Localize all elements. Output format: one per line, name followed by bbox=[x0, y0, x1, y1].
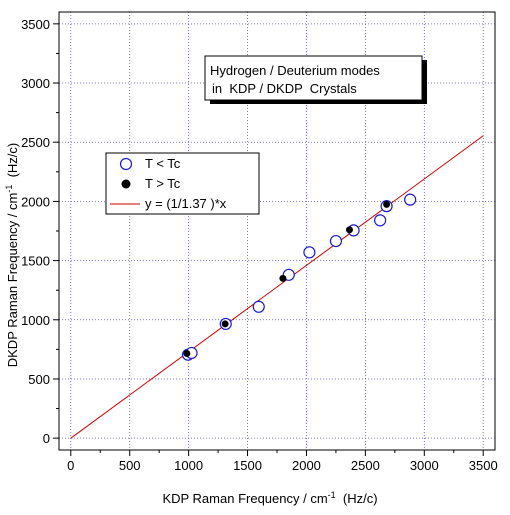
legend-filled-circle-icon bbox=[121, 179, 131, 189]
open-circle-point bbox=[329, 234, 343, 248]
filled-circle-point bbox=[345, 226, 353, 234]
filled-circle-point bbox=[383, 200, 391, 208]
fit-line bbox=[70, 135, 484, 439]
axis-ticks: 0 500 1000 1500 2000 2500 3000 3500 0 500 1000 1500… bbox=[21, 17, 498, 473]
x-axis-title-main: KDP Raman Frequency / cm bbox=[162, 491, 327, 506]
x-tick-label: 2000 bbox=[292, 458, 321, 473]
y-axis-title-main: DKDP Raman Frequency / cm bbox=[5, 193, 20, 368]
open-circle-point bbox=[374, 214, 387, 227]
chart-annotation: Hydrogen / Deuterium modes in KDP / DKDP… bbox=[204, 55, 427, 104]
filled-circle-point bbox=[279, 274, 287, 282]
y-tick-label: 2500 bbox=[21, 135, 50, 150]
plot-series bbox=[70, 135, 484, 439]
y-tick-label: 1500 bbox=[21, 254, 50, 269]
x-tick-label: 0 bbox=[67, 458, 74, 473]
legend: T < Tc T > Tc y = (1/1.37 )*x bbox=[105, 152, 260, 215]
annotation-line-1: Hydrogen / Deuterium modes bbox=[210, 63, 380, 78]
open-circle-point bbox=[404, 193, 417, 206]
x-axis-title: KDP Raman Frequency / cm-1 (Hz/c) bbox=[162, 490, 377, 506]
x-axis-title-unit: (Hz/c) bbox=[336, 491, 378, 506]
legend-label-fit: y = (1/1.37 )*x bbox=[145, 196, 227, 211]
open-circle-point bbox=[303, 246, 316, 259]
y-axis-title-unit: (Hz/c) bbox=[5, 143, 20, 185]
x-tick-label: 3000 bbox=[410, 458, 439, 473]
annotation-line-2: in KDP / DKDP Crystals bbox=[212, 81, 357, 96]
y-tick-label: 3000 bbox=[21, 76, 50, 91]
filled-circle-point bbox=[183, 350, 191, 358]
legend-label-below-tc: T < Tc bbox=[145, 156, 181, 171]
x-tick-label: 500 bbox=[119, 458, 141, 473]
legend-open-circle-icon bbox=[119, 157, 133, 171]
y-axis-title: DKDP Raman Frequency / cm-1 (Hz/c) bbox=[4, 143, 20, 368]
legend-label-above-tc: T > Tc bbox=[145, 176, 181, 191]
x-axis-title-sup: -1 bbox=[328, 490, 336, 500]
annotation-box-frame bbox=[204, 55, 423, 101]
x-tick-label: 2500 bbox=[351, 458, 380, 473]
x-tick-label: 1500 bbox=[233, 458, 262, 473]
y-tick-label: 3500 bbox=[21, 17, 50, 32]
y-tick-label: 1000 bbox=[21, 313, 50, 328]
x-tick-label: 3500 bbox=[469, 458, 498, 473]
x-tick-label: 1000 bbox=[174, 458, 203, 473]
open-circle-point bbox=[252, 300, 265, 313]
filled-circle-point bbox=[221, 320, 229, 328]
y-tick-label: 500 bbox=[28, 372, 50, 387]
y-tick-label: 0 bbox=[43, 431, 50, 446]
y-axis-title-sup: -1 bbox=[4, 185, 14, 193]
y-tick-label: 2000 bbox=[21, 194, 50, 209]
